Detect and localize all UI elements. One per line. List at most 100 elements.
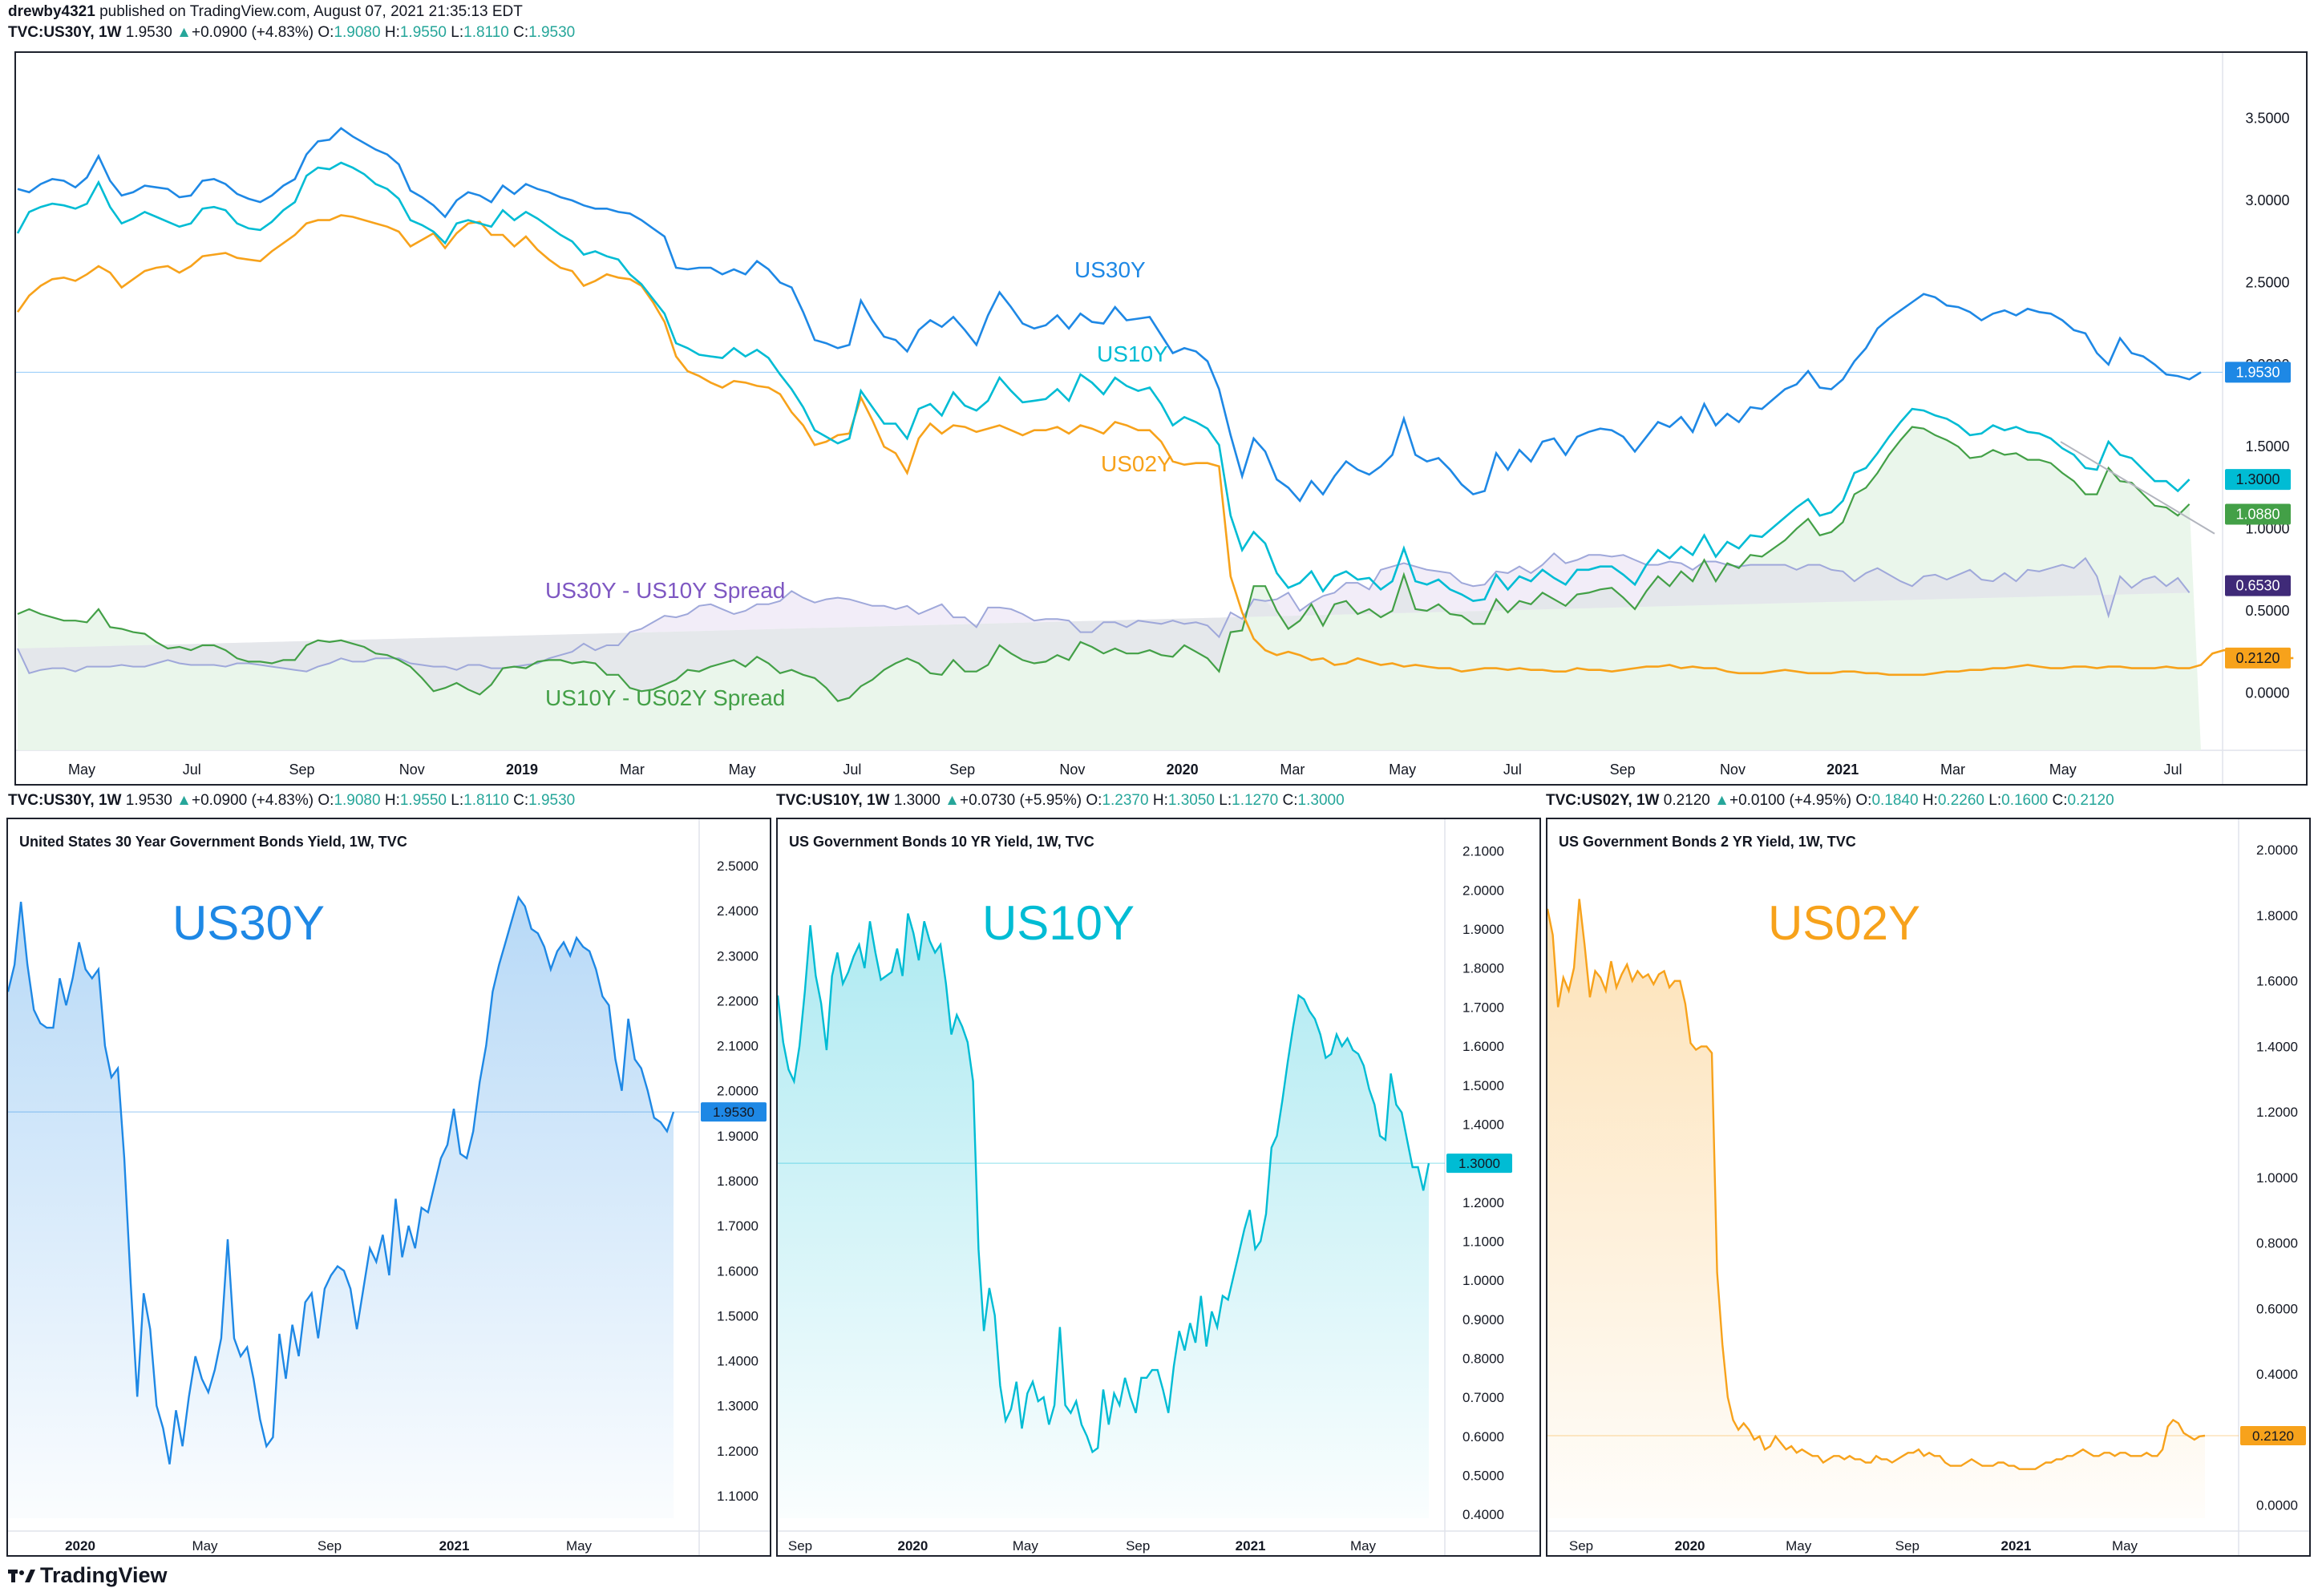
x-tick-label: Mar xyxy=(620,762,645,778)
symbol-name[interactable]: TVC:US30Y, 1W xyxy=(8,24,122,41)
close-value: 1.9530 xyxy=(528,24,576,41)
price-tag-value: 1.9530 xyxy=(713,1105,754,1120)
us30y-chart[interactable]: US30Y 2.5000 2.4000 2.3000 2.2000 2.1000 2.000… xyxy=(6,819,770,1555)
y-tick-label: 0.5000 xyxy=(1462,1468,1504,1483)
y-tick-label: 0.6000 xyxy=(1462,1429,1504,1444)
price-tag: 0.2120 xyxy=(2240,1425,2306,1445)
us10y-chart[interactable]: US10Y 2.1000 2.0000 1.9000 1.8000 1.7000 1.600… xyxy=(776,819,1539,1555)
series-line xyxy=(1546,899,2206,1470)
x-tick-label: 2021 xyxy=(2000,1538,2031,1554)
close-value: 0.2120 xyxy=(2067,792,2114,809)
x-tick-label: May xyxy=(2049,762,2077,778)
y-tick-label: 0.8000 xyxy=(1462,1351,1504,1366)
series-big-label: US30Y xyxy=(172,896,325,950)
x-tick-label: May xyxy=(1350,1538,1377,1554)
x-tick-label: Sep xyxy=(1610,762,1636,778)
spread2-line xyxy=(17,426,2191,702)
high-value: 1.3050 xyxy=(1167,792,1215,809)
low-value: 0.1600 xyxy=(2001,792,2049,809)
x-tick-label: Nov xyxy=(1059,762,1085,778)
price-tag-bg xyxy=(2225,575,2291,596)
y-tick-label: 2.0000 xyxy=(1462,883,1504,898)
close-value: 1.9530 xyxy=(528,792,576,809)
price-tag-bg xyxy=(2225,647,2291,669)
x-tick-label: Mar xyxy=(1280,762,1305,778)
us02y-label: US02Y xyxy=(1101,451,1172,476)
us02y-chart[interactable]: US02Y 2.0000 1.8000 1.6000 1.4000 1.2000 1.000… xyxy=(1546,819,2309,1555)
x-tick-label: Sep xyxy=(318,1538,342,1554)
main-chart[interactable]: US30Y US10Y US02Y US30Y - US10Y Spread US10Y… xyxy=(16,53,2306,784)
main-chart-panel[interactable]: US30Y US10Y US02Y US30Y - US10Y Spread US10Y… xyxy=(14,51,2308,786)
x-tick-label: 2021 xyxy=(439,1538,470,1554)
y-tick-label: 1.1000 xyxy=(717,1489,759,1504)
symbol-name[interactable]: TVC:US10Y, 1W xyxy=(776,792,890,809)
y-tick-label: 1.4000 xyxy=(2256,1039,2298,1054)
price-change: +0.0100 (+4.95%) xyxy=(1729,792,1852,809)
series-big-label: US02Y xyxy=(1768,896,1920,950)
x-tick-label: May xyxy=(192,1538,218,1554)
x-tick-label: May xyxy=(1786,1538,1812,1554)
y-tick-label: 2.4000 xyxy=(717,903,759,919)
symbol-name[interactable]: TVC:US02Y, 1W xyxy=(1546,792,1660,809)
low-value: 1.8110 xyxy=(463,792,509,809)
us10y-panel[interactable]: US Government Bonds 10 YR Yield, 1W, TVC… xyxy=(776,818,1541,1557)
series-line xyxy=(776,913,1430,1454)
panel3-header: TVC:US02Y, 1W 0.2120 ▲+0.0100 (+4.95%) O… xyxy=(1546,792,2114,809)
symbol-name[interactable]: TVC:US30Y, 1W xyxy=(8,792,122,809)
y-tick-label: 2.2000 xyxy=(717,993,759,1008)
publish-info: published on TradingView.com, August 07,… xyxy=(95,3,523,20)
x-tick-label: Jul xyxy=(1503,762,1522,778)
spread2-label: US10Y - US02Y Spread xyxy=(545,685,785,710)
price-tag-value: 1.0880 xyxy=(2235,507,2280,523)
y-tick-label: 0.5000 xyxy=(2245,603,2289,619)
us30y-line xyxy=(17,127,2202,503)
us30y-label: US30Y xyxy=(1074,257,1146,282)
publish-line: drewby4321 published on TradingView.com,… xyxy=(8,3,523,21)
price-tag-value: 0.6530 xyxy=(2235,578,2280,594)
last-price: 1.9530 xyxy=(125,792,172,809)
us02y-panel[interactable]: US Government Bonds 2 YR Yield, 1W, TVC … xyxy=(1546,818,2311,1557)
us30y-panel[interactable]: United States 30 Year Government Bonds Y… xyxy=(6,818,771,1557)
x-tick-label: Sep xyxy=(788,1538,812,1554)
y-tick-label: 1.2000 xyxy=(717,1444,759,1459)
high-value: 0.2260 xyxy=(1937,792,1984,809)
close-value: 1.3000 xyxy=(1297,792,1345,809)
last-price: 1.3000 xyxy=(893,792,941,809)
price-tag-bg xyxy=(701,1102,767,1122)
x-tick-label: 2021 xyxy=(1826,762,1859,778)
y-tick-label: 1.0000 xyxy=(2245,521,2289,537)
x-tick-label: Nov xyxy=(1720,762,1746,778)
author-name[interactable]: drewby4321 xyxy=(8,3,95,20)
low-value: 1.1270 xyxy=(1232,792,1279,809)
high-value: 1.9550 xyxy=(399,24,447,41)
y-tick-label: 1.1000 xyxy=(1462,1234,1504,1249)
spread1-line xyxy=(17,552,2191,674)
price-tag-bg xyxy=(2225,362,2291,383)
y-tick-label: 1.4000 xyxy=(717,1354,759,1369)
y-tick-label: 0.7000 xyxy=(1462,1390,1504,1405)
price-tag: 1.0880 xyxy=(2225,503,2291,525)
x-tick-label: 2020 xyxy=(1167,762,1199,778)
x-tick-label: May xyxy=(729,762,756,778)
up-arrow-icon: ▲ xyxy=(176,24,192,41)
area-fill xyxy=(1547,899,2205,1518)
price-tag-value: 1.9530 xyxy=(2235,364,2280,380)
spread-base-area xyxy=(18,558,2190,701)
y-tick-label: 1.7000 xyxy=(1462,1000,1504,1015)
x-tick-label: Nov xyxy=(399,762,425,778)
price-tag: 1.3000 xyxy=(1446,1154,1512,1174)
y-tick-label: 2.5000 xyxy=(717,859,759,874)
price-tag: 1.9530 xyxy=(701,1102,767,1122)
y-tick-label: 1.0000 xyxy=(2256,1170,2298,1186)
tradingview-logo[interactable]: TradingView xyxy=(8,1563,168,1588)
y-tick-label: 2.1000 xyxy=(1462,844,1504,859)
price-change: +0.0900 (+4.83%) xyxy=(191,792,314,809)
y-tick-label: 1.6000 xyxy=(1462,1039,1504,1054)
x-tick-label: Sep xyxy=(1895,1538,1920,1554)
x-tick-label: Sep xyxy=(1126,1538,1150,1554)
price-tag-value: 1.3000 xyxy=(1458,1156,1500,1171)
last-price: 1.9530 xyxy=(125,24,172,41)
price-tag-value: 0.2120 xyxy=(2235,650,2280,666)
high-value: 1.9550 xyxy=(399,792,447,809)
open-value: 1.9080 xyxy=(334,24,381,41)
